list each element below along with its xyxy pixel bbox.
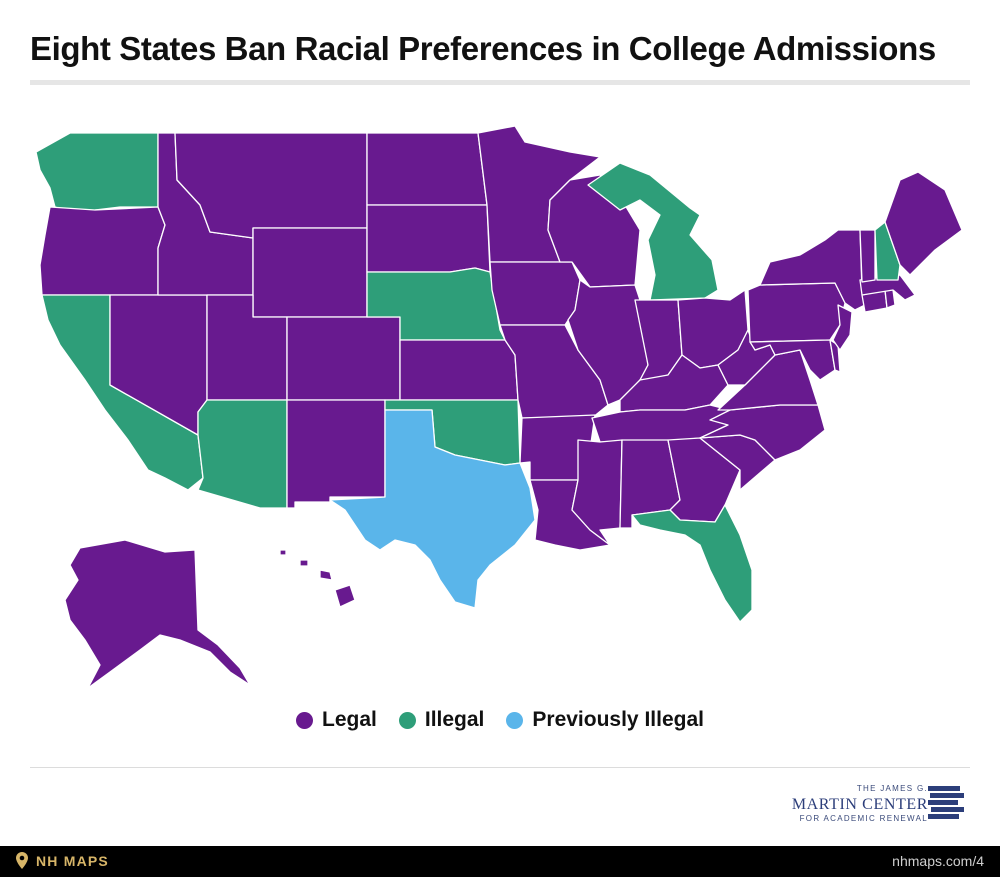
state-pa: [747, 282, 846, 343]
state-sd: [366, 204, 491, 273]
footer-brand[interactable]: NH MAPS: [16, 852, 109, 869]
martin-center-logo: THE JAMES G. MARTIN CENTER FOR ACADEMIC …: [790, 784, 970, 824]
legend-item-previously-illegal: Previously Illegal: [506, 708, 704, 732]
footer-brand-label: NH MAPS: [36, 852, 109, 869]
logo-line-2: MARTIN CENTER: [791, 796, 928, 813]
title-divider: [30, 80, 970, 85]
state-ne: [366, 267, 506, 341]
state-ak: [64, 539, 251, 689]
us-states-map: [35, 125, 963, 689]
footer-bar: NH MAPS nhmaps.com/4: [0, 846, 1000, 877]
page-title: Eight States Ban Racial Preferences in C…: [30, 30, 936, 67]
legend-item-legal: Legal: [296, 708, 377, 732]
state-ks: [399, 339, 519, 401]
books-icon: [928, 786, 964, 819]
state-co: [286, 316, 401, 401]
legend-swatch-illegal: [398, 711, 416, 729]
state-ia: [489, 261, 581, 326]
legend-label-previously-illegal: Previously Illegal: [532, 708, 704, 731]
state-nm: [286, 399, 386, 509]
state-hi: [279, 549, 356, 608]
logo-line-3: FOR ACADEMIC RENEWAL: [799, 814, 928, 823]
map-pin-icon: [16, 852, 28, 869]
footer-url[interactable]: nhmaps.com/4: [892, 853, 984, 869]
state-ma: [859, 274, 916, 301]
legend-label-legal: Legal: [322, 708, 377, 731]
map-legend: Legal Illegal Previously Illegal: [0, 708, 1000, 732]
state-or: [39, 206, 166, 296]
state-fl: [631, 504, 753, 623]
state-ri: [884, 289, 896, 309]
legend-swatch-legal: [296, 711, 313, 729]
state-vt: [859, 229, 876, 283]
state-wa: [35, 132, 159, 213]
state-mi: [587, 162, 719, 301]
logo-line-1: THE JAMES G.: [856, 784, 928, 793]
state-az: [197, 399, 288, 509]
bottom-divider: [30, 767, 970, 768]
legend-swatch-previously-illegal: [506, 711, 524, 729]
legend-item-illegal: Illegal: [398, 708, 485, 732]
state-me: [884, 171, 963, 276]
state-nh: [874, 221, 901, 281]
state-ms: [571, 439, 623, 546]
state-nj: [832, 304, 853, 351]
state-wy: [252, 227, 368, 318]
state-tx: [329, 409, 536, 609]
state-nd: [366, 132, 488, 206]
legend-label-illegal: Illegal: [424, 708, 485, 731]
